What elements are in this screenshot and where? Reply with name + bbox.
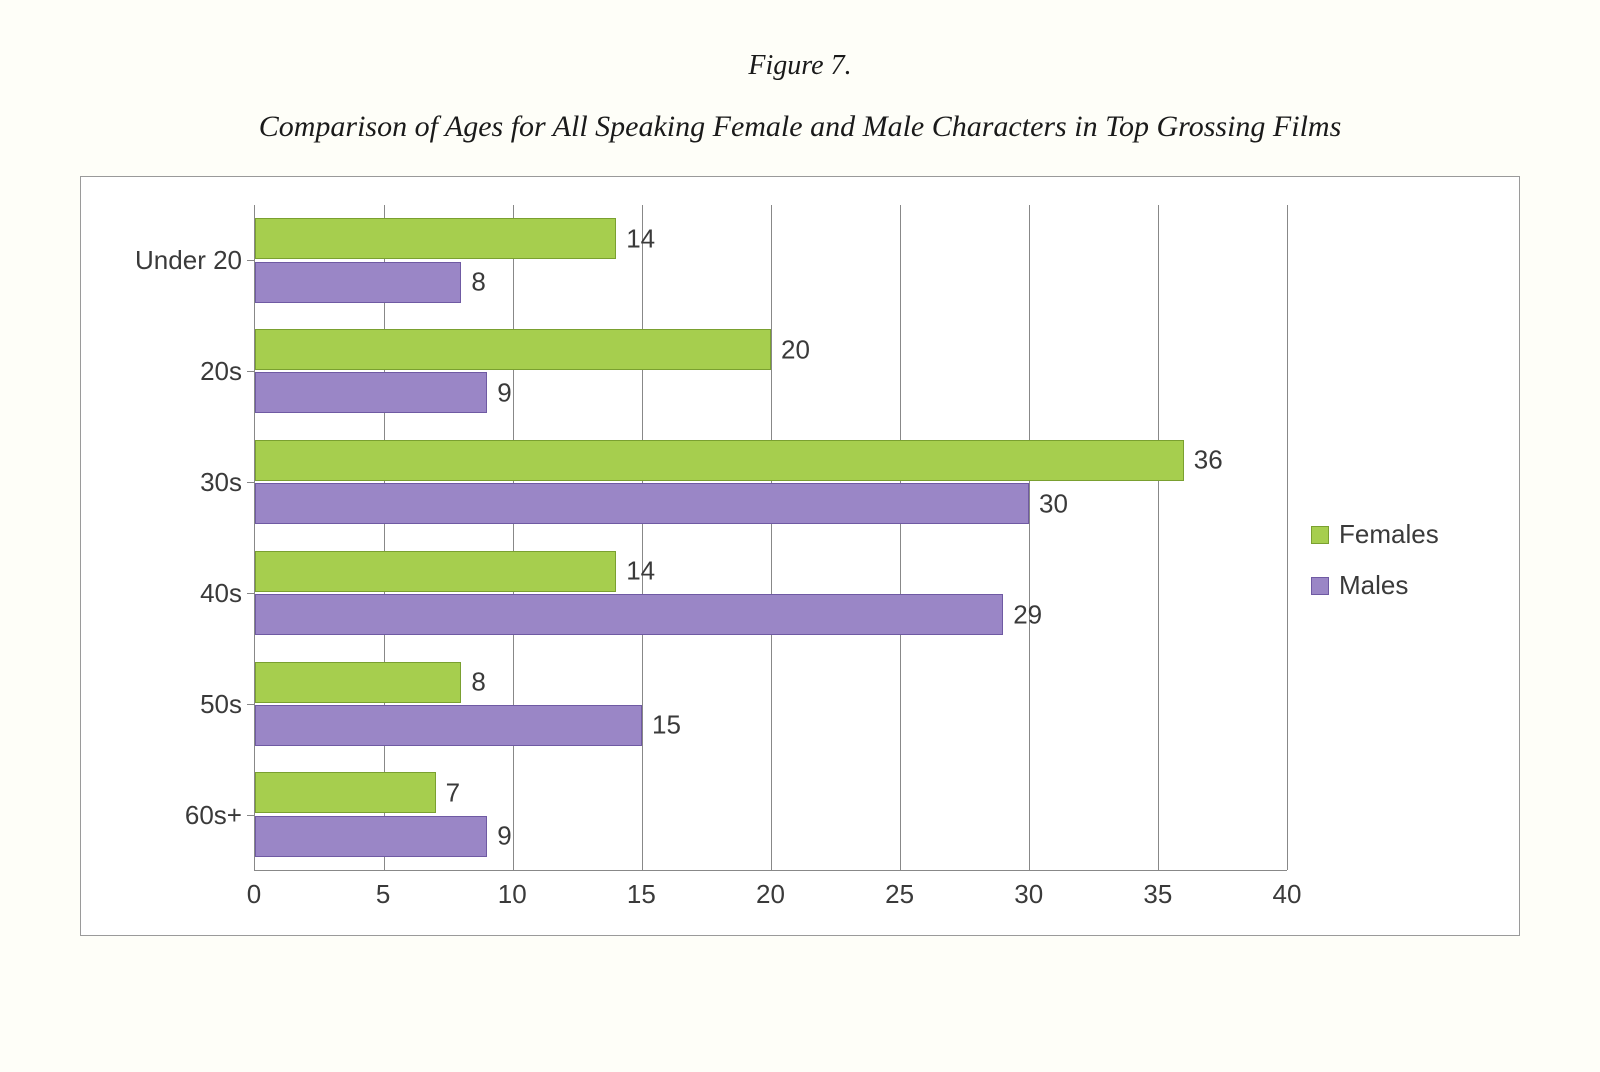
- bar-females: [255, 440, 1184, 481]
- y-category-label: 30s: [200, 467, 242, 498]
- bar-group: 36 30: [255, 427, 1287, 538]
- x-tick-label: 5: [376, 879, 390, 910]
- legend-swatch: [1311, 577, 1329, 595]
- x-tick-label: 25: [885, 879, 914, 910]
- x-tick-label: 20: [756, 879, 785, 910]
- plot-area: 1482093630142981579: [254, 205, 1287, 871]
- gridline: [1287, 205, 1288, 870]
- x-axis-spacer: [109, 871, 254, 915]
- x-tick-label: 0: [247, 879, 261, 910]
- bar-males: [255, 483, 1029, 524]
- bar-males: [255, 705, 642, 746]
- y-tickmark: [247, 704, 255, 705]
- chart-inner: Under 20 20s 30s 40s 50s 60s+ 14 8 20 9 36 30 14 29 8…: [109, 205, 1287, 915]
- bar-value-label: 30: [1039, 488, 1068, 519]
- x-axis: 0510152025303540: [109, 871, 1287, 915]
- bar-value-label: 15: [652, 710, 681, 741]
- bar-females: [255, 329, 771, 370]
- bar-females: [255, 218, 616, 259]
- bar-value-label: 7: [446, 777, 460, 808]
- bar-value-label: 14: [626, 556, 655, 587]
- bar-females: [255, 551, 616, 592]
- bar-value-label: 9: [497, 377, 511, 408]
- bar-group: 79: [255, 759, 1287, 870]
- bar-group: 14 29: [255, 538, 1287, 649]
- bar-value-label: 29: [1013, 599, 1042, 630]
- y-tickmark: [247, 482, 255, 483]
- y-tickmark: [247, 260, 255, 261]
- x-tick-label: 40: [1273, 879, 1302, 910]
- y-tickmark: [247, 815, 255, 816]
- figure-number: Figure 7.: [80, 50, 1520, 82]
- bar-males: [255, 816, 487, 857]
- y-axis-labels: Under 20 20s 30s 40s 50s 60s+: [109, 205, 254, 871]
- y-category-label: Under 20: [135, 245, 242, 276]
- x-tick-label: 35: [1143, 879, 1172, 910]
- bar-group: 14 8: [255, 205, 1287, 316]
- bar-value-label: 20: [781, 334, 810, 365]
- bar-value-label: 9: [497, 821, 511, 852]
- bar-females: [255, 772, 436, 813]
- y-tickmark: [247, 371, 255, 372]
- legend-swatch: [1311, 526, 1329, 544]
- page: Figure 7. Comparison of Ages for All Spe…: [0, 0, 1600, 1072]
- bar-value-label: 8: [471, 267, 485, 298]
- y-category-label: 20s: [200, 356, 242, 387]
- bar-value-label: 14: [626, 223, 655, 254]
- y-tickmark: [247, 593, 255, 594]
- bar-males: [255, 262, 461, 303]
- legend-item: Males: [1311, 570, 1491, 601]
- legend: Females Males: [1287, 205, 1491, 915]
- legend-label: Females: [1339, 519, 1439, 550]
- bar-group: 8 15: [255, 648, 1287, 759]
- bar-value-label: 36: [1194, 445, 1223, 476]
- x-axis-ticks: 0510152025303540: [254, 871, 1287, 915]
- chart-container: Under 20 20s 30s 40s 50s 60s+ 14 8 20 9 36 30 14 29 8…: [80, 176, 1520, 936]
- x-tick-label: 30: [1014, 879, 1043, 910]
- y-category-label: 50s: [200, 689, 242, 720]
- x-tick-label: 15: [627, 879, 656, 910]
- figure-title: Comparison of Ages for All Speaking Fema…: [110, 106, 1490, 148]
- bar-females: [255, 662, 461, 703]
- bar-males: [255, 372, 487, 413]
- y-category-label: 60s+: [185, 800, 242, 831]
- bar-males: [255, 594, 1003, 635]
- x-tick-label: 10: [498, 879, 527, 910]
- bar-value-label: 8: [471, 667, 485, 698]
- legend-item: Females: [1311, 519, 1491, 550]
- bar-group: 20 9: [255, 316, 1287, 427]
- plot-wrap: Under 20 20s 30s 40s 50s 60s+ 14 8 20 9 36 30 14 29 8…: [109, 205, 1287, 871]
- legend-label: Males: [1339, 570, 1408, 601]
- y-category-label: 40s: [200, 578, 242, 609]
